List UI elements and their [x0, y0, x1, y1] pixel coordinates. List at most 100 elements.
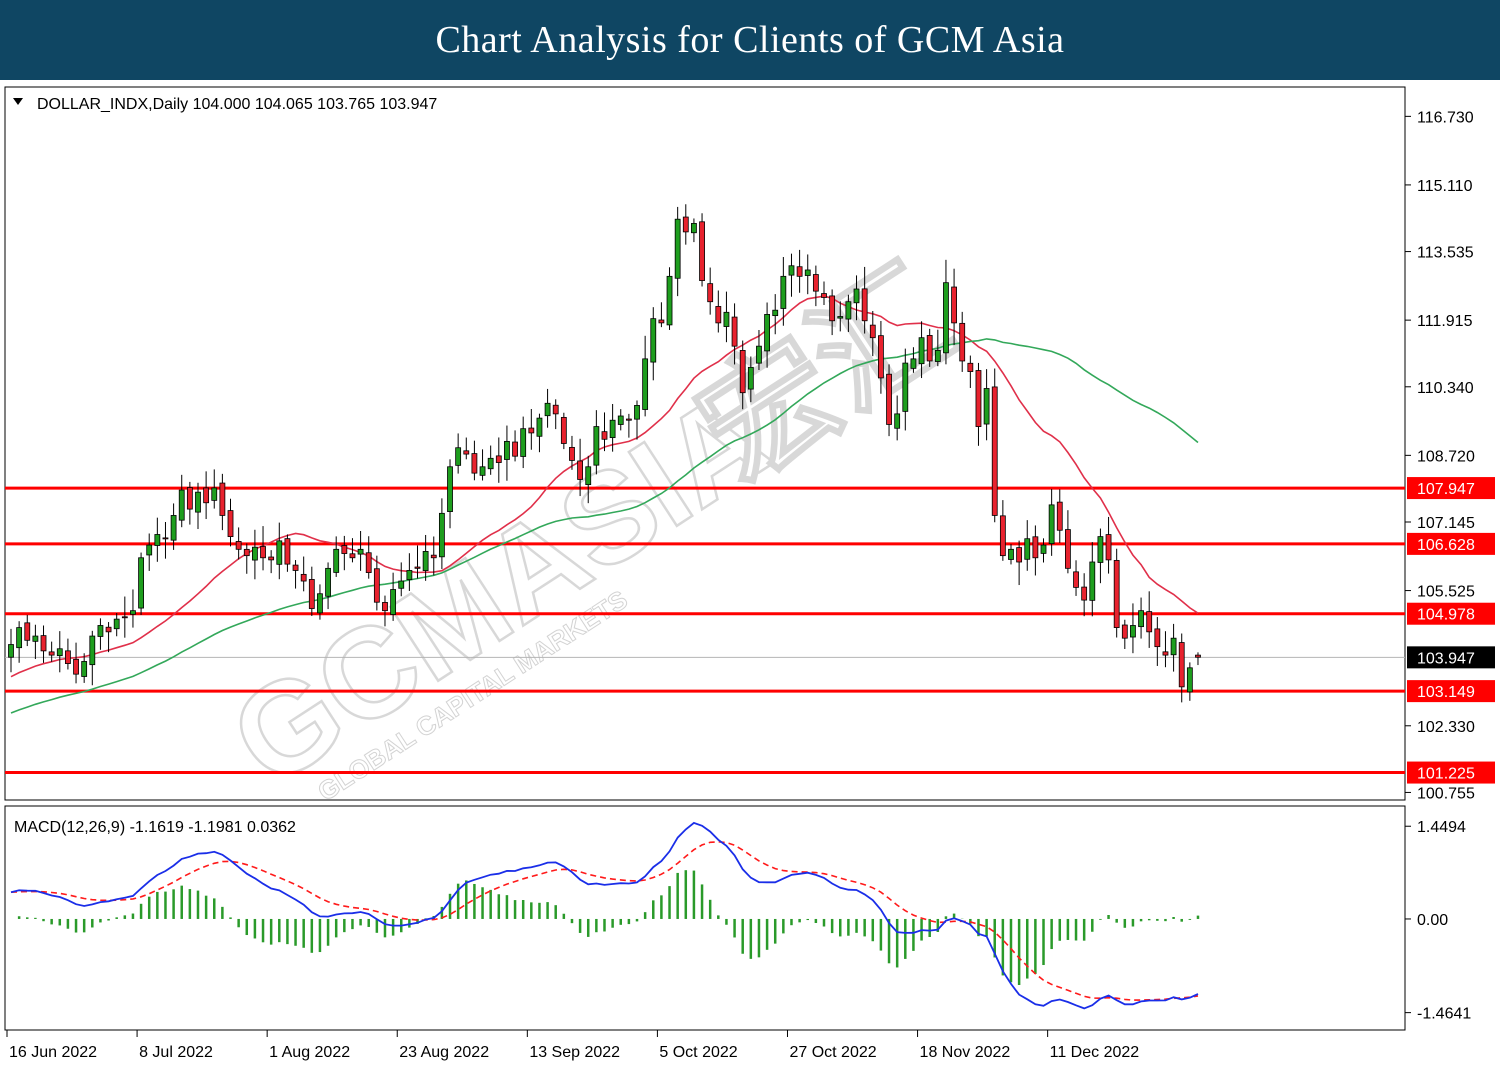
- candle-body: [73, 658, 79, 675]
- candle-body: [357, 548, 364, 555]
- candle-body: [203, 487, 210, 504]
- candle-body: [251, 546, 258, 561]
- date-tick-label: 16 Jun 2022: [9, 1044, 97, 1061]
- candle-body: [983, 388, 990, 425]
- candle-body: [528, 427, 535, 434]
- candle-body: [300, 573, 307, 582]
- candle-body: [40, 635, 47, 652]
- candle-body: [1186, 667, 1193, 693]
- candle-body: [154, 534, 161, 546]
- candle-body: [121, 616, 128, 619]
- candle-body: [951, 286, 957, 324]
- candle-body: [438, 512, 445, 558]
- candle-body: [292, 564, 299, 571]
- candle-body: [32, 635, 39, 642]
- candle-body: [284, 538, 291, 565]
- macd-tick-label: 1.4494: [1417, 819, 1466, 836]
- candle-body: [105, 626, 112, 633]
- price-tags: 107.947 106.628 104.978 103.149 101.225 103.9…: [1407, 477, 1495, 784]
- candle-body: [56, 648, 63, 657]
- banner-title: Chart Analysis for Clients of GCM Asia: [435, 19, 1065, 61]
- candle-body: [495, 455, 502, 463]
- level-tag-label: 101.225: [1417, 766, 1475, 783]
- candle-body: [447, 466, 453, 512]
- macd-histogram: [17, 870, 1200, 986]
- level-tag-label: 107.947: [1417, 481, 1475, 498]
- candle-body: [1040, 544, 1047, 554]
- candle-body: [349, 553, 356, 559]
- candle-body: [162, 537, 169, 540]
- candle-body: [414, 566, 421, 569]
- candle-body: [625, 418, 632, 421]
- level-tag-label: 103.149: [1417, 684, 1475, 701]
- candle-body: [731, 316, 738, 347]
- candle-body: [804, 269, 811, 276]
- candle-body: [1016, 547, 1023, 563]
- level-tag-label: 104.978: [1417, 607, 1475, 624]
- candle-body: [373, 568, 380, 603]
- dropdown-triangle-icon[interactable]: [13, 98, 23, 105]
- candle-body: [861, 288, 868, 322]
- candle-body: [780, 275, 787, 309]
- candle-body: [910, 358, 917, 369]
- price-tick-label: 108.720: [1417, 448, 1475, 465]
- macd-y-axis-ticks: 1.4494 0.00 -1.4641: [1405, 819, 1471, 1023]
- candle-body: [674, 218, 681, 279]
- candle-body: [1113, 560, 1120, 628]
- candle-body: [1056, 501, 1063, 531]
- candle-body: [560, 416, 567, 444]
- candle-body: [1065, 529, 1071, 569]
- price-tick-label: 102.330: [1417, 719, 1475, 736]
- candle-body: [878, 335, 884, 379]
- candle-body: [772, 309, 779, 317]
- date-tick-label: 5 Oct 2022: [659, 1044, 737, 1061]
- candle-body: [1081, 586, 1088, 601]
- price-tick-label: 100.755: [1417, 785, 1475, 802]
- candle-body: [796, 266, 803, 277]
- candle-body: [455, 447, 462, 466]
- price-tick-label: 113.535: [1417, 245, 1474, 262]
- candle-body: [739, 350, 746, 394]
- candle-body: [186, 487, 193, 510]
- candle-body: [1032, 536, 1039, 559]
- candle-body: [544, 402, 551, 417]
- x-axis: 16 Jun 2022 8 Jul 2022 1 Aug 2022 23 Aug 20…: [6, 1030, 1139, 1061]
- level-tag: [1407, 761, 1495, 784]
- candle-body: [894, 413, 901, 429]
- price-pane-frame: [4, 86, 1406, 801]
- candle-body: [512, 441, 518, 457]
- candle-body: [479, 466, 486, 476]
- candle-body: [747, 366, 754, 390]
- candle-body: [1138, 610, 1144, 628]
- candle-body: [1170, 637, 1177, 656]
- level-tag: [1407, 602, 1495, 625]
- date-tick-label: 27 Oct 2022: [789, 1044, 876, 1061]
- candle-body: [430, 554, 437, 559]
- price-tick-label: 111.915: [1417, 313, 1473, 330]
- candle-body: [520, 428, 527, 457]
- macd-signal-line: [10, 840, 1199, 1001]
- candle-body: [959, 322, 966, 362]
- candle-body: [837, 316, 844, 319]
- candle-body: [788, 265, 795, 276]
- candle-body: [1048, 504, 1055, 544]
- candle-body: [89, 635, 96, 666]
- candle-body: [97, 625, 104, 637]
- candle-body: [845, 301, 852, 320]
- level-tag: [1407, 477, 1495, 500]
- watermark-logo: GCMASIA 宏汇 GLOBAL CAPITAL MARKETS: [206, 240, 977, 815]
- macd-header: MACD(12,26,9) -1.1619 -1.1981 0.0362: [14, 819, 296, 836]
- candle-body: [195, 491, 201, 513]
- candle-body: [812, 274, 819, 292]
- candle-body: [902, 362, 909, 412]
- candle-body: [999, 515, 1006, 557]
- candle-body: [113, 618, 120, 630]
- candle-body: [260, 546, 266, 559]
- candle-body: [536, 417, 543, 437]
- candle-body: [869, 324, 876, 339]
- candle-body: [934, 349, 941, 362]
- candle-body: [365, 552, 372, 573]
- price-tick-label: 115.110: [1417, 178, 1473, 195]
- macd-tick-label: 0.00: [1417, 912, 1448, 929]
